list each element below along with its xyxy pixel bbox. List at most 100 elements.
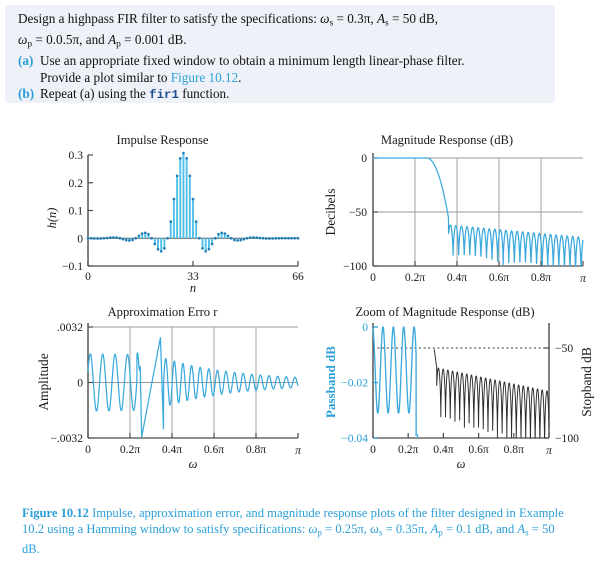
a-p-symbol: A — [108, 32, 117, 48]
approx-xtick-0p6pi: 0.6π — [204, 443, 224, 456]
magnitude-xtick-0: 0 — [370, 271, 376, 284]
item-b-suffix: function. — [178, 85, 230, 101]
zoom-right-ytick-neg50: −50 — [555, 342, 573, 355]
omega-p-value: = 0.0.5π, and — [32, 32, 109, 48]
panel-zoom-magnitude-response: Zoom of Magnitude Response (dB) 0 −0.02 … — [305, 305, 601, 485]
approx-xtick-pi: π — [295, 444, 302, 457]
approx-y-ticks: .0032 0 −.0032 — [50, 321, 93, 445]
impulse-xtick-33: 33 — [187, 270, 199, 283]
impulse-ytick-0p1: 0.1 — [69, 205, 84, 218]
a-s-symbol: A — [376, 11, 386, 26]
zoom-stopband-trace — [433, 349, 550, 439]
item-a-marker: (a) — [18, 53, 34, 69]
impulse-xtick-66: 66 — [292, 270, 304, 283]
omega-p-subscript: p — [27, 39, 33, 50]
impulse-x-axis-label: n — [190, 281, 196, 295]
zoom-x-axis-label: ω — [457, 457, 466, 471]
magnitude-ytick-neg50: −50 — [349, 206, 367, 219]
zoom-left-ytick-0: 0 — [362, 321, 368, 334]
impulse-y-ticks: 0.3 0.2 0.1 0 −0.1 — [62, 149, 93, 273]
zoom-xtick-0p2pi: 0.2π — [398, 443, 418, 456]
impulse-response-svg: 0.3 0.2 0.1 0 −0.1 0 33 66 h(n) n — [45, 149, 304, 295]
item-a-line1: Use an appropriate fixed window to obtai… — [40, 53, 465, 69]
impulse-stem-series — [86, 151, 300, 253]
impulse-ytick-0: 0 — [77, 232, 83, 245]
zoom-left-ytick-neg0p04: −0.04 — [341, 432, 368, 445]
approx-xtick-0p4pi: 0.4π — [162, 443, 182, 456]
caption-omega-p-val: = 0.25π, — [321, 522, 367, 537]
caption-a-p: A — [430, 522, 439, 537]
caption-text-1: Impulse, approximation error, and magnit… — [88, 506, 455, 520]
impulse-ytick-0p2: 0.2 — [69, 177, 84, 190]
panel-magnitude-response: Magnitude Response (dB) 0 −50 −100 — [305, 133, 601, 298]
zoom-xtick-0p4pi: 0.4π — [433, 443, 453, 456]
a-s-subscript: s — [385, 18, 389, 29]
caption-omega-p: ω — [308, 522, 318, 537]
item-b-marker: (b) — [18, 85, 35, 101]
approx-xtick-0p2pi: 0.2π — [120, 443, 140, 456]
panel-impulse-response: Impulse Response 0.3 0.2 0.1 0 −0.1 — [20, 133, 305, 295]
impulse-response-title: Impulse Response — [116, 133, 209, 147]
omega-s-symbol: ω — [320, 11, 330, 26]
magnitude-response-title: Magnitude Response (dB) — [380, 133, 514, 147]
zoom-magnitude-svg: 0 −0.02 −0.04 −50 −100 0 0.2π — [323, 321, 594, 471]
magnitude-ytick-0: 0 — [361, 152, 367, 165]
fir1-code-token: fir1 — [149, 87, 179, 102]
zoom-right-ytick-neg100: −100 — [555, 432, 579, 445]
problem-statement-text: Design a highpass FIR filter to satisfy … — [18, 11, 546, 103]
impulse-ytick-0p3: 0.3 — [69, 149, 84, 162]
item-b-prefix: Repeat (a) using the — [40, 85, 150, 101]
caption-a-p-sub: p — [438, 527, 443, 538]
zoom-xtick-0p8pi: 0.8π — [504, 443, 524, 456]
impulse-ytick-neg0p1: −0.1 — [62, 260, 83, 273]
problem-statement-box: Design a highpass FIR filter to satisfy … — [5, 5, 555, 103]
magnitude-y-ticks: 0 −50 −100 — [343, 152, 378, 273]
magnitude-ytick-neg100: −100 — [343, 260, 367, 273]
problem-line-2: ωp = 0.0.5π, and Ap = 0.001 dB. — [18, 32, 546, 53]
caption-a-s-sub: s — [525, 527, 529, 538]
impulse-y-axis-label: h(n) — [45, 208, 59, 229]
caption-a-s: A — [517, 522, 526, 537]
caption-omega-p-sub: p — [317, 527, 322, 538]
zoom-x-ticks: 0 0.2π 0.4π 0.6π 0.8π π — [370, 433, 553, 457]
caption-omega-s-val: = 0.35π, — [382, 522, 431, 537]
approx-x-ticks: 0 0.2π 0.4π 0.6π 0.8π π — [85, 433, 302, 457]
magnitude-gridlines — [373, 157, 583, 266]
problem-item-a: (a) Use an appropriate fixed window to o… — [18, 53, 546, 86]
problem-line-1: Design a highpass FIR filter to satisfy … — [18, 11, 546, 32]
caption-text-2: designed in Example 10.2 using a Hamming… — [22, 506, 564, 537]
problem-item-b: (b) Repeat (a) using the fir1 function. — [18, 86, 546, 103]
magnitude-y-axis-label: Decibels — [323, 189, 338, 236]
a-p-subscript: p — [116, 39, 121, 50]
omega-s-subscript: s — [329, 18, 334, 29]
item-b-body: Repeat (a) using the fir1 function. — [40, 86, 546, 103]
approx-ytick-pos: .0032 — [57, 321, 83, 334]
approximation-error-svg: .0032 0 −.0032 0 0.2π 0.4π 0.6π 0.8π π A… — [36, 321, 302, 471]
approximation-error-trace — [87, 337, 299, 438]
magnitude-xtick-0p8pi: 0.8π — [531, 271, 551, 284]
magnitude-xtick-pi: π — [580, 272, 587, 285]
zoom-left-axis-label: Passband dB — [323, 346, 338, 418]
item-a-line2-suffix: . — [238, 69, 242, 85]
zoom-left-ytick-neg0p02: −0.02 — [341, 377, 368, 390]
caption-label: Figure 10.12 — [22, 506, 89, 520]
zoom-xtick-0: 0 — [370, 443, 376, 456]
approximation-error-title: Approximation Erro r — [107, 305, 218, 319]
approx-ytick-zero: 0 — [77, 377, 83, 390]
magnitude-x-ticks: 0 0.2π 0.4π 0.6π 0.8π π — [370, 261, 587, 285]
problem-line1-prefix: Design a highpass FIR filter to satisfy … — [18, 11, 321, 26]
approx-xtick-0: 0 — [85, 443, 91, 456]
item-a-line2-prefix: Provide a plot similar to — [40, 69, 171, 85]
a-s-value: = 50 dB, — [388, 11, 438, 26]
figure-caption: Figure 10.12 Impulse, approximation erro… — [22, 505, 570, 557]
impulse-x-ticks: 0 33 66 — [85, 261, 304, 283]
omega-s-value: = 0.3π, — [333, 11, 377, 26]
approx-xtick-0p8pi: 0.8π — [246, 443, 266, 456]
zoom-left-ticks: 0 −0.02 −0.04 — [341, 321, 378, 445]
figure-reference-link[interactable]: Figure 10.12 — [170, 69, 239, 85]
omega-p-symbol: ω — [18, 32, 28, 48]
zoom-right-axis-label: Stopband dB — [579, 347, 594, 417]
approx-y-axis-label: Amplitude — [36, 353, 51, 410]
item-a-body: Use an appropriate fixed window to obtai… — [40, 53, 546, 86]
magnitude-response-svg: 0 −50 −100 0 0.2π 0.4π 0.6π 0.8π π Decib… — [323, 152, 587, 285]
